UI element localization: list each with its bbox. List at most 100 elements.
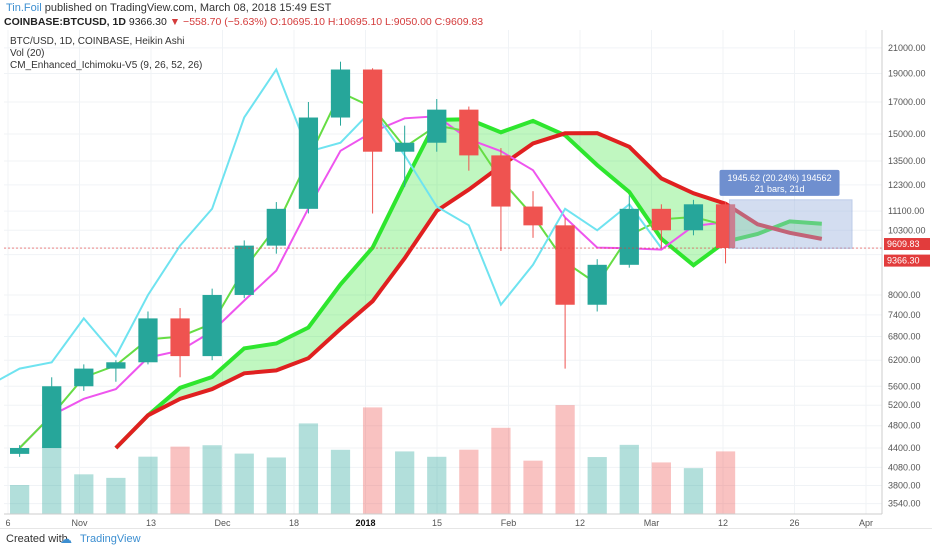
time-tick-label: 6: [5, 518, 10, 528]
price-tick-label: 7400.00: [888, 310, 921, 320]
volume-bar: [138, 456, 158, 514]
time-axis: 6 Nov 13 Dec 18 2018 15 Feb 12 Mar 12 26 Apr: [4, 513, 882, 528]
volume-bars: [10, 405, 736, 514]
candle-body: [523, 206, 543, 226]
volume-bar: [234, 453, 254, 514]
price-tick-label: 8000.00: [888, 290, 921, 300]
volume-bar: [651, 462, 671, 514]
volume-bar: [395, 451, 415, 514]
symbol-text: COINBASE:BTCUSD, 1D: [4, 16, 126, 28]
legend-volume: Vol (20): [10, 48, 45, 59]
price-tick-label: 13500.00: [888, 156, 926, 166]
time-tick-label: Feb: [501, 518, 517, 528]
candle-body: [106, 362, 126, 369]
candle-body: [651, 208, 671, 231]
measure-box: [729, 199, 853, 249]
time-tick-label: 18: [289, 518, 299, 528]
ohlc-values: O:10695.10 H:10695.10 L:9050.00 C:9609.8…: [270, 16, 484, 28]
symbol-line: COINBASE:BTCUSD, 1D 9366.30 ▼ −558.70 (−…: [4, 16, 483, 28]
price-tick-label: 17000.00: [888, 97, 926, 107]
time-tick-label: Apr: [859, 518, 873, 528]
price-tick-label: 11100.00: [888, 206, 924, 216]
price-tick-label: 10300.00: [888, 225, 926, 235]
grid-lines: [4, 30, 882, 514]
volume-bar: [683, 468, 704, 514]
volume-bar: [427, 456, 447, 514]
candle-body: [74, 368, 94, 387]
volume-bar: [587, 457, 607, 514]
volume-bar: [555, 405, 575, 514]
volume-bar: [619, 444, 639, 514]
price-tick-label: 4080.00: [888, 462, 921, 472]
candle-body: [330, 69, 351, 118]
volume-bar: [106, 477, 126, 514]
price-tick-label: 3540.00: [888, 499, 921, 509]
volume-bar: [42, 445, 62, 514]
candles: [10, 61, 736, 457]
price-tick-label: 5200.00: [888, 400, 921, 410]
price-tick-label: 3800.00: [888, 481, 921, 491]
candle-body: [42, 386, 62, 448]
publish-line: Tin.Foil published on TradingView.com, M…: [6, 2, 331, 14]
footer-bar: Created with ☁ TradingView: [0, 528, 932, 551]
candle-body: [395, 142, 415, 152]
ichimoku-cloud: [115, 119, 822, 448]
volume-bar: [74, 474, 94, 514]
candle-body: [427, 109, 447, 143]
candle-body: [170, 318, 190, 357]
candle-body: [138, 318, 158, 363]
legend-main-series: BTC/USD, 1D, COINBASE, Heikin Ashi: [10, 36, 185, 47]
price-label-bg: [884, 238, 930, 251]
volume-bar: [202, 445, 222, 514]
last-price: 9366.30: [128, 16, 167, 28]
time-tick-label: 26: [789, 518, 799, 528]
candle-body: [234, 245, 254, 295]
time-tick-label: 13: [146, 518, 156, 528]
price-axis: 21000.00 19000.00 17000.00 15000.00 13500.00…: [881, 30, 930, 514]
price-tick-label: 19000.00: [888, 69, 926, 79]
price-tick-label: 6800.00: [888, 332, 921, 342]
time-tick-label: 2018: [355, 518, 375, 528]
candle-body: [459, 109, 479, 156]
candle-body: [587, 264, 607, 305]
candle-body: [555, 225, 575, 305]
measure-label-box: [719, 169, 840, 196]
volume-bar: [266, 457, 286, 514]
volume-bar: [491, 427, 511, 514]
price-tick-label: 4400.00: [888, 443, 921, 453]
time-tick-label: Dec: [214, 518, 231, 528]
price-tick-label: 12300.00: [888, 180, 926, 190]
candle-body: [715, 204, 736, 249]
price-tick-label: 5600.00: [888, 381, 921, 391]
price-label-bg: [884, 254, 930, 267]
candle-body: [266, 208, 286, 246]
volume-bar: [362, 407, 383, 514]
volume-bar: [715, 451, 736, 514]
author-name[interactable]: Tin.Foil: [6, 2, 42, 14]
volume-bar: [330, 449, 351, 514]
candle-body: [202, 294, 222, 357]
price-label: 9609.83: [887, 239, 920, 249]
candle-body: [619, 208, 639, 265]
price-tick-label: 21000.00: [888, 43, 926, 53]
price-tick-label: 15000.00: [888, 129, 926, 139]
volume-bar: [523, 460, 543, 514]
senkou-span-b: [114, 131, 823, 450]
price-tick-label: 4800.00: [888, 421, 921, 431]
candle-body: [491, 155, 511, 207]
legend-ichimoku: CM_Enhanced_Ichimoku-V5 (9, 26, 52, 26): [10, 60, 203, 71]
volume-bar: [298, 423, 319, 514]
tradingview-brand[interactable]: TradingView: [80, 533, 141, 545]
candle-body: [362, 69, 383, 152]
time-tick-label: 15: [432, 518, 442, 528]
volume-bar: [459, 449, 479, 514]
time-tick-label: 12: [575, 518, 585, 528]
time-tick-label: Nov: [71, 518, 88, 528]
measure-label-top: 1945.62 (20.24%) 194562: [727, 173, 831, 183]
price-change: ▼ −558.70 (−5.63%): [169, 16, 268, 28]
price-tick-label: 6200.00: [888, 355, 921, 365]
tradingview-logo-icon: ☁: [60, 532, 72, 546]
published-text: published on TradingView.com, March 08, …: [44, 2, 332, 14]
candle-body: [10, 447, 30, 454]
